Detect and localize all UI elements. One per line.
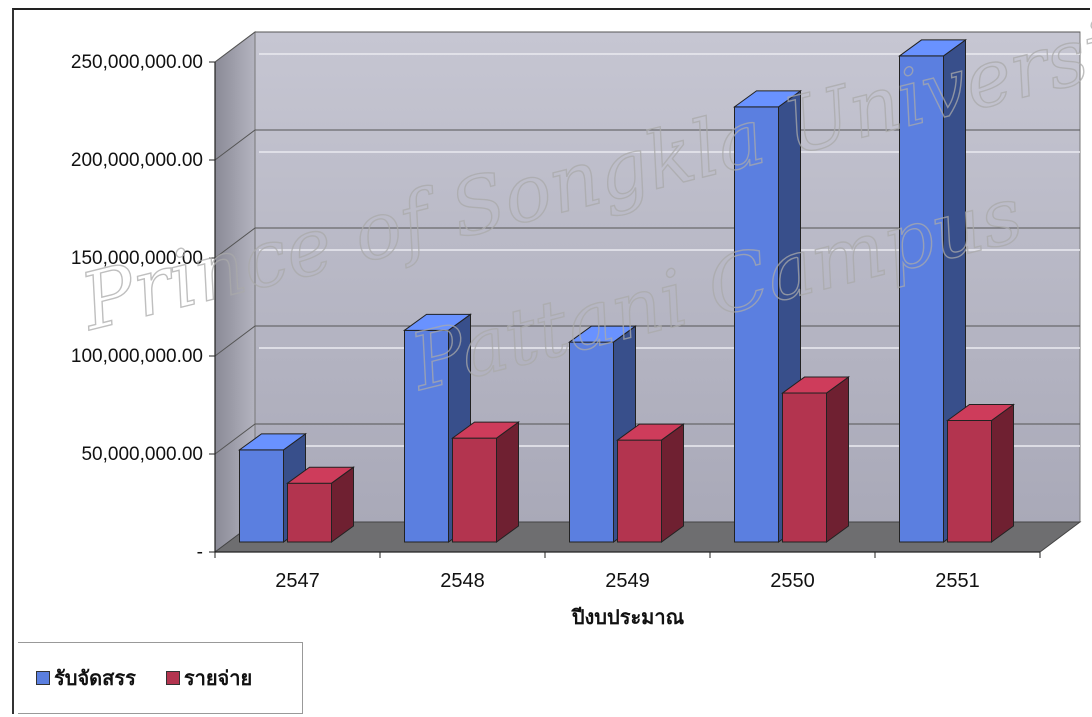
bar-top — [732, 90, 803, 108]
bar-top — [615, 423, 686, 441]
x-tick-label: 2549 — [605, 570, 650, 592]
bar-side — [991, 403, 1014, 543]
bar-series-2-2548 — [450, 421, 521, 543]
legend-item-series-1: รับจัดสรร — [36, 662, 136, 694]
x-tick-label: 2547 — [275, 570, 320, 592]
legend-label-series-2: รายจ่าย — [183, 668, 253, 690]
chart-frame — [12, 8, 1090, 714]
legend-swatch-series-1 — [36, 671, 50, 685]
legend: รับจัดสรร รายจ่าย — [18, 642, 303, 714]
y-tick-label: 200,000,000.00 — [71, 150, 203, 171]
bar-top — [450, 421, 521, 439]
y-tick-label: 250,000,000.00 — [71, 52, 203, 73]
bar-series-2-2550 — [780, 376, 851, 543]
x-tick-label: 2551 — [935, 570, 980, 592]
bar-front — [404, 329, 449, 543]
gridline — [214, 31, 1080, 63]
bar-front — [569, 341, 614, 543]
legend-label-series-1: รับจัดสรร — [54, 668, 136, 690]
bar-series-2-2551 — [945, 403, 1016, 543]
bar-top — [780, 376, 851, 394]
y-axis: - 50,000,000.00 100,000,000.00 150,000,000.… — [71, 52, 216, 563]
bar-front — [287, 482, 332, 543]
bar-side — [496, 421, 519, 543]
bar-front — [617, 439, 662, 543]
y-tick-label: 50,000,000.00 — [81, 444, 203, 465]
bar-top — [237, 433, 308, 451]
y-tick-label: - — [197, 542, 203, 563]
gridline — [214, 325, 1080, 357]
x-tick-label: 2548 — [440, 570, 485, 592]
x-axis: 2547 2548 2549 2550 2551 — [214, 552, 1041, 592]
bar-front — [947, 419, 992, 543]
x-axis-title: ปีงบประมาณ — [571, 606, 685, 629]
gridline — [214, 129, 1080, 161]
bar-front — [734, 106, 779, 543]
legend-item-series-2: รายจ่าย — [165, 662, 253, 694]
bar-series-2-2547 — [285, 466, 356, 543]
y-tick-label: 100,000,000.00 — [71, 346, 203, 367]
bar-top — [945, 403, 1016, 421]
bars — [237, 38, 1016, 543]
bar-side — [661, 423, 684, 543]
bar-top — [567, 325, 638, 343]
gridline — [214, 227, 1080, 259]
bar-top — [897, 39, 968, 57]
x-tick-label: 2550 — [770, 570, 815, 592]
bar-series-2-2549 — [615, 423, 686, 543]
bar-front — [452, 437, 497, 543]
bar-front — [239, 449, 284, 543]
bar-top — [285, 466, 356, 484]
bar-top — [402, 313, 473, 331]
bar-side — [826, 376, 849, 543]
legend-swatch-series-2 — [165, 671, 180, 685]
bar-front — [782, 392, 827, 543]
y-tick-label: 150,000,000.00 — [71, 248, 203, 269]
